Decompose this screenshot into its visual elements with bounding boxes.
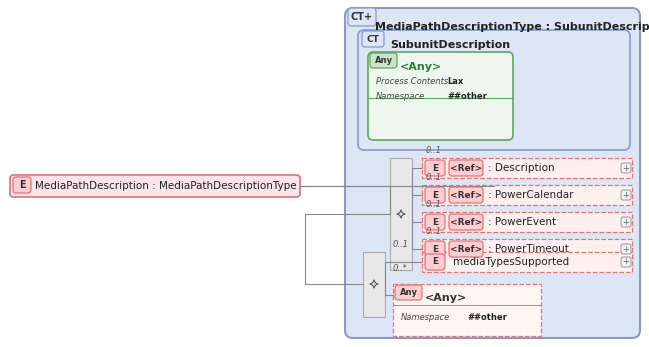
Text: E: E xyxy=(19,180,25,190)
FancyBboxPatch shape xyxy=(425,160,445,176)
Text: Any: Any xyxy=(400,288,417,297)
Text: 0..1: 0..1 xyxy=(426,173,442,182)
FancyBboxPatch shape xyxy=(425,254,445,270)
Text: Lax: Lax xyxy=(448,77,464,86)
FancyBboxPatch shape xyxy=(345,8,640,338)
Text: +: + xyxy=(622,245,630,254)
Text: mediaTypesSupported: mediaTypesSupported xyxy=(453,257,569,267)
Text: CT: CT xyxy=(367,34,380,43)
FancyBboxPatch shape xyxy=(621,244,631,254)
Text: : PowerEvent: : PowerEvent xyxy=(488,217,556,227)
Text: <Ref>: <Ref> xyxy=(450,191,482,200)
FancyBboxPatch shape xyxy=(425,187,445,203)
Text: <Ref>: <Ref> xyxy=(450,163,482,172)
Text: CT+: CT+ xyxy=(351,12,373,22)
Text: +: + xyxy=(622,218,630,227)
Text: Namespace: Namespace xyxy=(376,92,425,101)
Text: E: E xyxy=(432,163,438,172)
Text: E: E xyxy=(432,218,438,227)
FancyBboxPatch shape xyxy=(10,175,300,197)
FancyBboxPatch shape xyxy=(449,187,483,203)
FancyBboxPatch shape xyxy=(621,217,631,227)
Text: SubunitDescription: SubunitDescription xyxy=(390,40,510,50)
FancyBboxPatch shape xyxy=(370,53,397,68)
Text: <Any>: <Any> xyxy=(400,62,442,72)
Text: +: + xyxy=(622,191,630,200)
Text: 0..1: 0..1 xyxy=(426,146,442,155)
FancyBboxPatch shape xyxy=(13,177,31,193)
Text: Process Contents: Process Contents xyxy=(376,77,448,86)
Text: E: E xyxy=(432,245,438,254)
Text: <Ref>: <Ref> xyxy=(450,245,482,254)
FancyBboxPatch shape xyxy=(449,214,483,230)
Text: : PowerTimeout: : PowerTimeout xyxy=(488,244,569,254)
FancyBboxPatch shape xyxy=(422,158,632,178)
FancyBboxPatch shape xyxy=(621,257,631,267)
FancyBboxPatch shape xyxy=(348,8,376,26)
FancyBboxPatch shape xyxy=(368,52,513,140)
Text: <Ref>: <Ref> xyxy=(450,218,482,227)
FancyBboxPatch shape xyxy=(422,185,632,205)
Text: 0..1: 0..1 xyxy=(426,227,442,236)
Text: +: + xyxy=(622,163,630,172)
Text: ##other: ##other xyxy=(448,92,487,101)
FancyBboxPatch shape xyxy=(422,239,632,259)
Text: Namespace: Namespace xyxy=(401,313,450,322)
Text: E: E xyxy=(432,191,438,200)
Text: 0..*: 0..* xyxy=(393,264,408,273)
FancyBboxPatch shape xyxy=(393,284,541,336)
Text: +: + xyxy=(622,257,630,266)
FancyBboxPatch shape xyxy=(422,212,632,232)
FancyBboxPatch shape xyxy=(425,241,445,257)
FancyBboxPatch shape xyxy=(422,252,632,272)
FancyBboxPatch shape xyxy=(358,30,630,150)
Text: : Description: : Description xyxy=(488,163,555,173)
FancyBboxPatch shape xyxy=(362,31,384,47)
Text: <Any>: <Any> xyxy=(425,293,467,303)
FancyBboxPatch shape xyxy=(621,163,631,173)
FancyBboxPatch shape xyxy=(621,190,631,200)
Bar xyxy=(363,252,385,317)
Text: : PowerCalendar: : PowerCalendar xyxy=(488,190,574,200)
FancyBboxPatch shape xyxy=(425,214,445,230)
Text: 0..1: 0..1 xyxy=(426,200,442,209)
Text: Any: Any xyxy=(374,56,393,65)
Text: MediaPathDescription : MediaPathDescriptionType: MediaPathDescription : MediaPathDescript… xyxy=(35,181,297,191)
Bar xyxy=(390,158,412,270)
Text: ##other: ##other xyxy=(467,313,507,322)
Text: MediaPathDescriptionType : SubunitDescription: MediaPathDescriptionType : SubunitDescri… xyxy=(375,22,649,32)
Text: 0..1: 0..1 xyxy=(393,240,409,249)
FancyBboxPatch shape xyxy=(449,241,483,257)
FancyBboxPatch shape xyxy=(449,160,483,176)
Text: E: E xyxy=(432,257,438,266)
FancyBboxPatch shape xyxy=(395,285,422,300)
